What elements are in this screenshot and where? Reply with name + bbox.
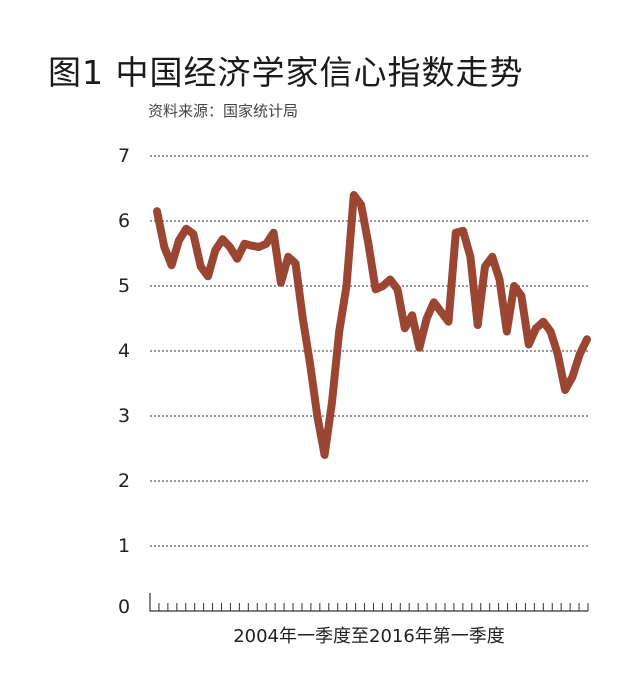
series-layer: [153, 191, 591, 459]
y-tick-label-2: 2: [118, 470, 130, 492]
x-axis: [149, 593, 589, 612]
y-tick-label-0: 0: [118, 596, 130, 618]
y-tick-label-4: 4: [118, 340, 130, 362]
grid-lines: [150, 155, 588, 547]
y-tick-label-7: 7: [118, 145, 130, 167]
series-line: [153, 191, 591, 459]
source-note: 资料来源：国家统计局: [148, 102, 299, 120]
x-axis-line: [149, 593, 588, 612]
y-tick-label-1: 1: [118, 535, 130, 557]
x-axis-label: 2004年一季度至2016年第一季度: [233, 626, 505, 647]
y-tick-label-6: 6: [118, 210, 130, 232]
y-tick-label-3: 3: [118, 405, 130, 427]
y-tick-label-5: 5: [118, 275, 130, 297]
y-axis: 0 1 2 3 4 5 6 7: [118, 145, 130, 618]
chart-title: 图1 中国经济学家信心指数走势: [48, 53, 524, 92]
